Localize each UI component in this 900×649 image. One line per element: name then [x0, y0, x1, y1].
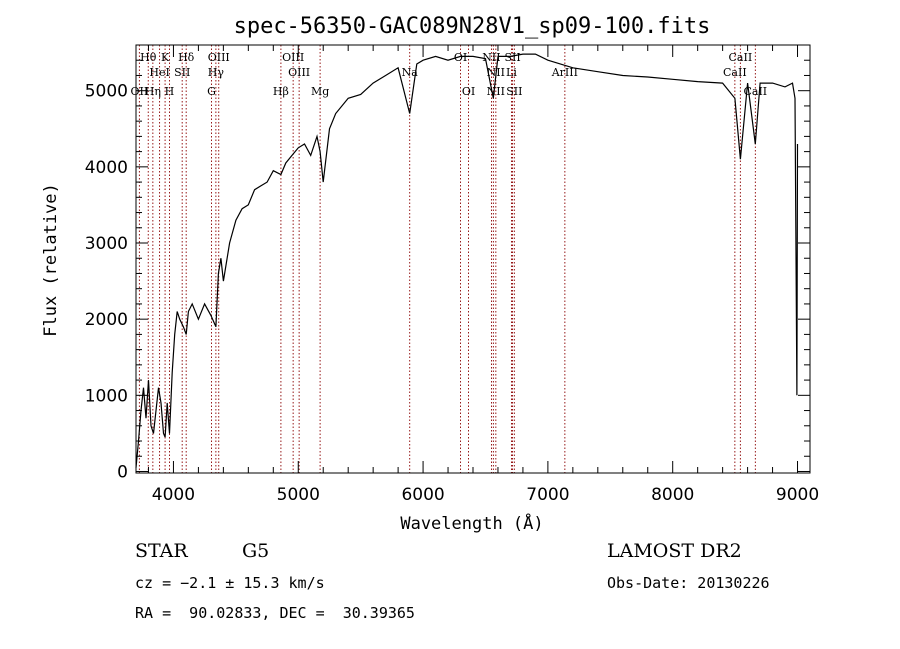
x-tick-label: 5000: [277, 485, 320, 505]
spectral-line-label: G: [207, 85, 216, 98]
spectral-line-label: K: [161, 51, 170, 64]
spectral-line-label: OI: [462, 85, 475, 98]
spectral-line-label: OIII: [208, 51, 230, 64]
observation-date: Obs-Date: 20130226: [607, 574, 770, 592]
spectral-line-label: OIII: [282, 51, 304, 64]
spectral-line-label: NII: [482, 51, 500, 64]
spectral-line-label: Mg: [311, 85, 329, 98]
coordinates-readout: RA = 90.02833, DEC = 30.39365: [135, 604, 415, 622]
spectral-line-label: OII: [131, 85, 149, 98]
spectrum-line: [135, 53, 799, 468]
object-class: STAR: [135, 540, 188, 562]
spectral-line-label: Na: [402, 66, 419, 79]
spectral-line-label: NII: [487, 85, 505, 98]
y-tick-label: 5000: [85, 82, 128, 102]
spectral-line-label: SII: [506, 85, 522, 98]
spectral-line-label: NII: [487, 66, 505, 79]
spectral-line-label: H: [165, 85, 175, 98]
x-tick-label: 9000: [776, 485, 819, 505]
x-tick-label: 7000: [526, 485, 569, 505]
x-axis-label: Wavelength (Å): [400, 512, 543, 534]
redshift-readout: cz = −2.1 ± 15.3 km/s: [135, 574, 325, 592]
y-tick-label: 2000: [85, 310, 128, 330]
y-tick-label: 1000: [85, 386, 128, 406]
spectral-line-label: CaII: [729, 51, 753, 64]
spectrum-line-layer: [135, 53, 799, 468]
spectral-line-label: HeI: [149, 66, 169, 79]
chart-title: spec-56350-GAC089N28V1_sp09-100.fits: [234, 14, 711, 39]
y-tick-label: 0: [117, 462, 128, 482]
plot-frame: [135, 44, 811, 474]
spectral-line-markers: [138, 45, 756, 473]
spectral-line-label: CaII: [723, 66, 747, 79]
spectral-line-label: SII: [174, 66, 190, 79]
x-tick-label: 4000: [152, 485, 195, 505]
y-tick-label: 4000: [85, 158, 128, 178]
object-subclass: G5: [242, 540, 270, 562]
y-axis-label: Flux (relative): [41, 183, 61, 337]
spectral-line-label: OIII: [288, 66, 310, 79]
spectral-line-label: Hδ: [178, 51, 195, 64]
spectral-line-label: Hθ: [140, 51, 157, 64]
spectral-line-label: Hγ: [208, 66, 225, 79]
survey-release: LAMOST DR2: [607, 540, 742, 562]
spectral-line-label: Hη: [145, 85, 161, 98]
x-tick-label: 6000: [401, 485, 444, 505]
axis-ticks: 4000 5000 6000 7000 8000 9000 0 1000 2000 3000 400…: [85, 45, 819, 505]
spectral-line-label: Hβ: [273, 85, 289, 98]
spectral-line-label: OI: [454, 51, 467, 64]
spectral-line-label: SII: [504, 51, 520, 64]
x-tick-label: 8000: [651, 485, 694, 505]
spectral-line-label: CaII: [743, 85, 767, 98]
spectral-line-label: ArIII: [551, 66, 578, 79]
y-tick-label: 3000: [85, 234, 128, 254]
spectral-line-label: Li: [506, 66, 517, 79]
